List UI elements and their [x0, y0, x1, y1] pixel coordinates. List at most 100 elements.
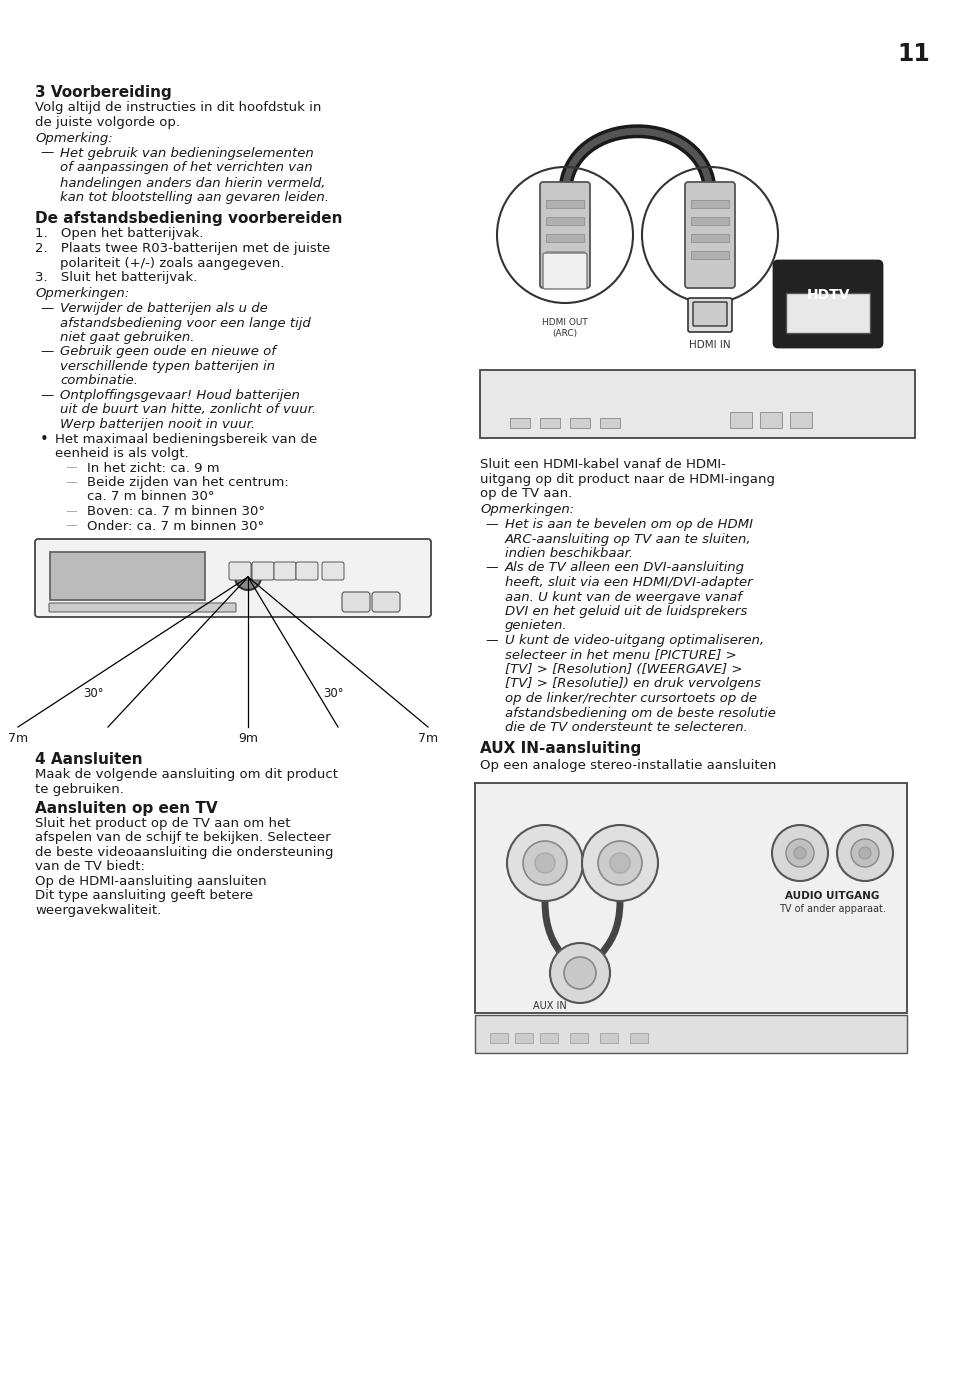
- Text: Gebruik geen oude en nieuwe of: Gebruik geen oude en nieuwe of: [60, 346, 276, 358]
- FancyBboxPatch shape: [342, 592, 370, 613]
- Circle shape: [507, 826, 583, 900]
- Bar: [475, 783, 907, 1012]
- Bar: [691, 201, 729, 207]
- Text: 11: 11: [898, 41, 930, 66]
- Text: TV of ander apparaat.: TV of ander apparaat.: [779, 904, 885, 914]
- FancyBboxPatch shape: [688, 297, 732, 332]
- Circle shape: [235, 564, 261, 591]
- Text: Opmerking:: Opmerking:: [35, 131, 112, 145]
- Bar: [510, 418, 530, 427]
- FancyBboxPatch shape: [685, 183, 735, 288]
- Bar: [480, 371, 915, 438]
- Text: Ontploffingsgevaar! Houd batterijen: Ontploffingsgevaar! Houd batterijen: [60, 389, 300, 402]
- Circle shape: [859, 846, 871, 859]
- Circle shape: [550, 943, 610, 1003]
- Circle shape: [523, 841, 567, 885]
- Bar: [515, 1033, 533, 1043]
- Text: —: —: [485, 561, 497, 574]
- Text: te gebruiken.: te gebruiken.: [35, 783, 124, 795]
- Text: Volg altijd de instructies in dit hoofdstuk in
de juiste volgorde op.: Volg altijd de instructies in dit hoofds…: [35, 101, 322, 129]
- FancyBboxPatch shape: [252, 561, 274, 579]
- Bar: [790, 412, 812, 427]
- Text: HDMI OUT
(ARC): HDMI OUT (ARC): [542, 318, 588, 337]
- Bar: [490, 1033, 508, 1043]
- Text: Op de HDMI-aansluiting aansluiten: Op de HDMI-aansluiting aansluiten: [35, 875, 267, 888]
- Text: Verwijder de batterijen als u de: Verwijder de batterijen als u de: [60, 301, 268, 315]
- Bar: [691, 250, 729, 259]
- Text: Opmerkingen:: Opmerkingen:: [480, 503, 574, 516]
- Text: Het maximaal bedieningsbereik van de: Het maximaal bedieningsbereik van de: [55, 433, 317, 445]
- Bar: [691, 217, 729, 225]
- Bar: [540, 418, 560, 427]
- Text: AUDIO UITGANG: AUDIO UITGANG: [785, 891, 879, 900]
- Bar: [730, 412, 752, 427]
- Text: Het is aan te bevelen om op de HDMI: Het is aan te bevelen om op de HDMI: [505, 519, 753, 531]
- Text: genieten.: genieten.: [505, 620, 567, 632]
- FancyBboxPatch shape: [35, 539, 431, 617]
- FancyBboxPatch shape: [543, 253, 587, 289]
- Circle shape: [535, 853, 555, 873]
- Bar: [600, 418, 620, 427]
- Text: Onder: ca. 7 m binnen 30°: Onder: ca. 7 m binnen 30°: [87, 520, 264, 532]
- FancyBboxPatch shape: [49, 603, 236, 613]
- Text: Sluit een HDMI-kabel vanaf de HDMI-: Sluit een HDMI-kabel vanaf de HDMI-: [480, 458, 726, 472]
- Circle shape: [564, 957, 596, 989]
- Text: ARC-aansluiting op TV aan te sluiten,: ARC-aansluiting op TV aan te sluiten,: [505, 532, 752, 545]
- Text: weergavekwaliteit.: weergavekwaliteit.: [35, 904, 161, 917]
- Text: —: —: [485, 519, 497, 531]
- Bar: [691, 234, 729, 242]
- Text: indien beschikbaar.: indien beschikbaar.: [505, 548, 634, 560]
- Circle shape: [610, 853, 630, 873]
- Text: van de TV biedt:: van de TV biedt:: [35, 860, 145, 874]
- Text: In het zicht: ca. 9 m: In het zicht: ca. 9 m: [87, 462, 220, 474]
- FancyBboxPatch shape: [372, 592, 400, 613]
- Text: AUX IN: AUX IN: [533, 1001, 566, 1011]
- Text: de beste videoaansluiting die ondersteuning: de beste videoaansluiting die ondersteun…: [35, 846, 333, 859]
- Text: op de linker/rechter cursortoets op de: op de linker/rechter cursortoets op de: [505, 692, 757, 705]
- Text: U kunt de video-uitgang optimaliseren,: U kunt de video-uitgang optimaliseren,: [505, 633, 764, 647]
- Text: verschillende typen batterijen in: verschillende typen batterijen in: [60, 360, 275, 373]
- Text: aan. U kunt van de weergave vanaf: aan. U kunt van de weergave vanaf: [505, 591, 742, 603]
- Text: AUX IN-aansluiting: AUX IN-aansluiting: [480, 741, 641, 757]
- Text: 3. Sluit het batterijvak.: 3. Sluit het batterijvak.: [35, 271, 197, 284]
- Text: HDMI IN: HDMI IN: [689, 340, 731, 350]
- Circle shape: [837, 826, 893, 881]
- Text: afstandsbediening om de beste resolutie: afstandsbediening om de beste resolutie: [505, 707, 776, 719]
- FancyBboxPatch shape: [693, 301, 727, 326]
- Text: 7m: 7m: [8, 732, 28, 745]
- Text: heeft, sluit via een HDMI/DVI-adapter: heeft, sluit via een HDMI/DVI-adapter: [505, 575, 753, 589]
- Text: —: —: [40, 301, 53, 315]
- Text: op de TV aan.: op de TV aan.: [480, 487, 572, 501]
- Text: De afstandsbediening voorbereiden: De afstandsbediening voorbereiden: [35, 210, 343, 225]
- Bar: [760, 412, 782, 427]
- Text: afstandsbediening voor een lange tijd: afstandsbediening voor een lange tijd: [60, 317, 311, 329]
- FancyBboxPatch shape: [274, 561, 296, 579]
- Text: —: —: [485, 633, 497, 647]
- Bar: [570, 418, 590, 427]
- Text: Opmerkingen:: Opmerkingen:: [35, 288, 130, 300]
- Bar: [546, 201, 584, 207]
- Text: [TV] > [Resolutie]) en druk vervolgens: [TV] > [Resolutie]) en druk vervolgens: [505, 678, 761, 690]
- Text: —: —: [65, 476, 77, 490]
- Text: niet gaat gebruiken.: niet gaat gebruiken.: [60, 331, 195, 344]
- Text: 3 Voorbereiding: 3 Voorbereiding: [35, 84, 172, 100]
- FancyBboxPatch shape: [322, 561, 344, 579]
- Bar: [600, 1033, 618, 1043]
- Text: selecteer in het menu [PICTURE] >: selecteer in het menu [PICTURE] >: [505, 649, 736, 661]
- Text: HDTV: HDTV: [806, 288, 850, 301]
- Text: —: —: [40, 389, 53, 402]
- Text: afspelen van de schijf te bekijken. Selecteer: afspelen van de schijf te bekijken. Sele…: [35, 831, 330, 845]
- Text: Als de TV alleen een DVI-aansluiting: Als de TV alleen een DVI-aansluiting: [505, 561, 745, 574]
- Bar: [546, 250, 584, 259]
- Text: 4 Aansluiten: 4 Aansluiten: [35, 752, 143, 768]
- Text: [TV] > [Resolution] ([WEERGAVE] >: [TV] > [Resolution] ([WEERGAVE] >: [505, 662, 742, 676]
- FancyBboxPatch shape: [540, 183, 590, 288]
- Text: Dit type aansluiting geeft betere: Dit type aansluiting geeft betere: [35, 889, 253, 903]
- Text: Beide zijden van het centrum:: Beide zijden van het centrum:: [87, 476, 289, 490]
- Circle shape: [851, 839, 879, 867]
- Text: —: —: [40, 346, 53, 358]
- Text: Sluit het product op de TV aan om het: Sluit het product op de TV aan om het: [35, 817, 291, 830]
- Bar: [540, 1033, 558, 1043]
- Text: die de TV ondersteunt te selecteren.: die de TV ondersteunt te selecteren.: [505, 721, 748, 734]
- Circle shape: [598, 841, 642, 885]
